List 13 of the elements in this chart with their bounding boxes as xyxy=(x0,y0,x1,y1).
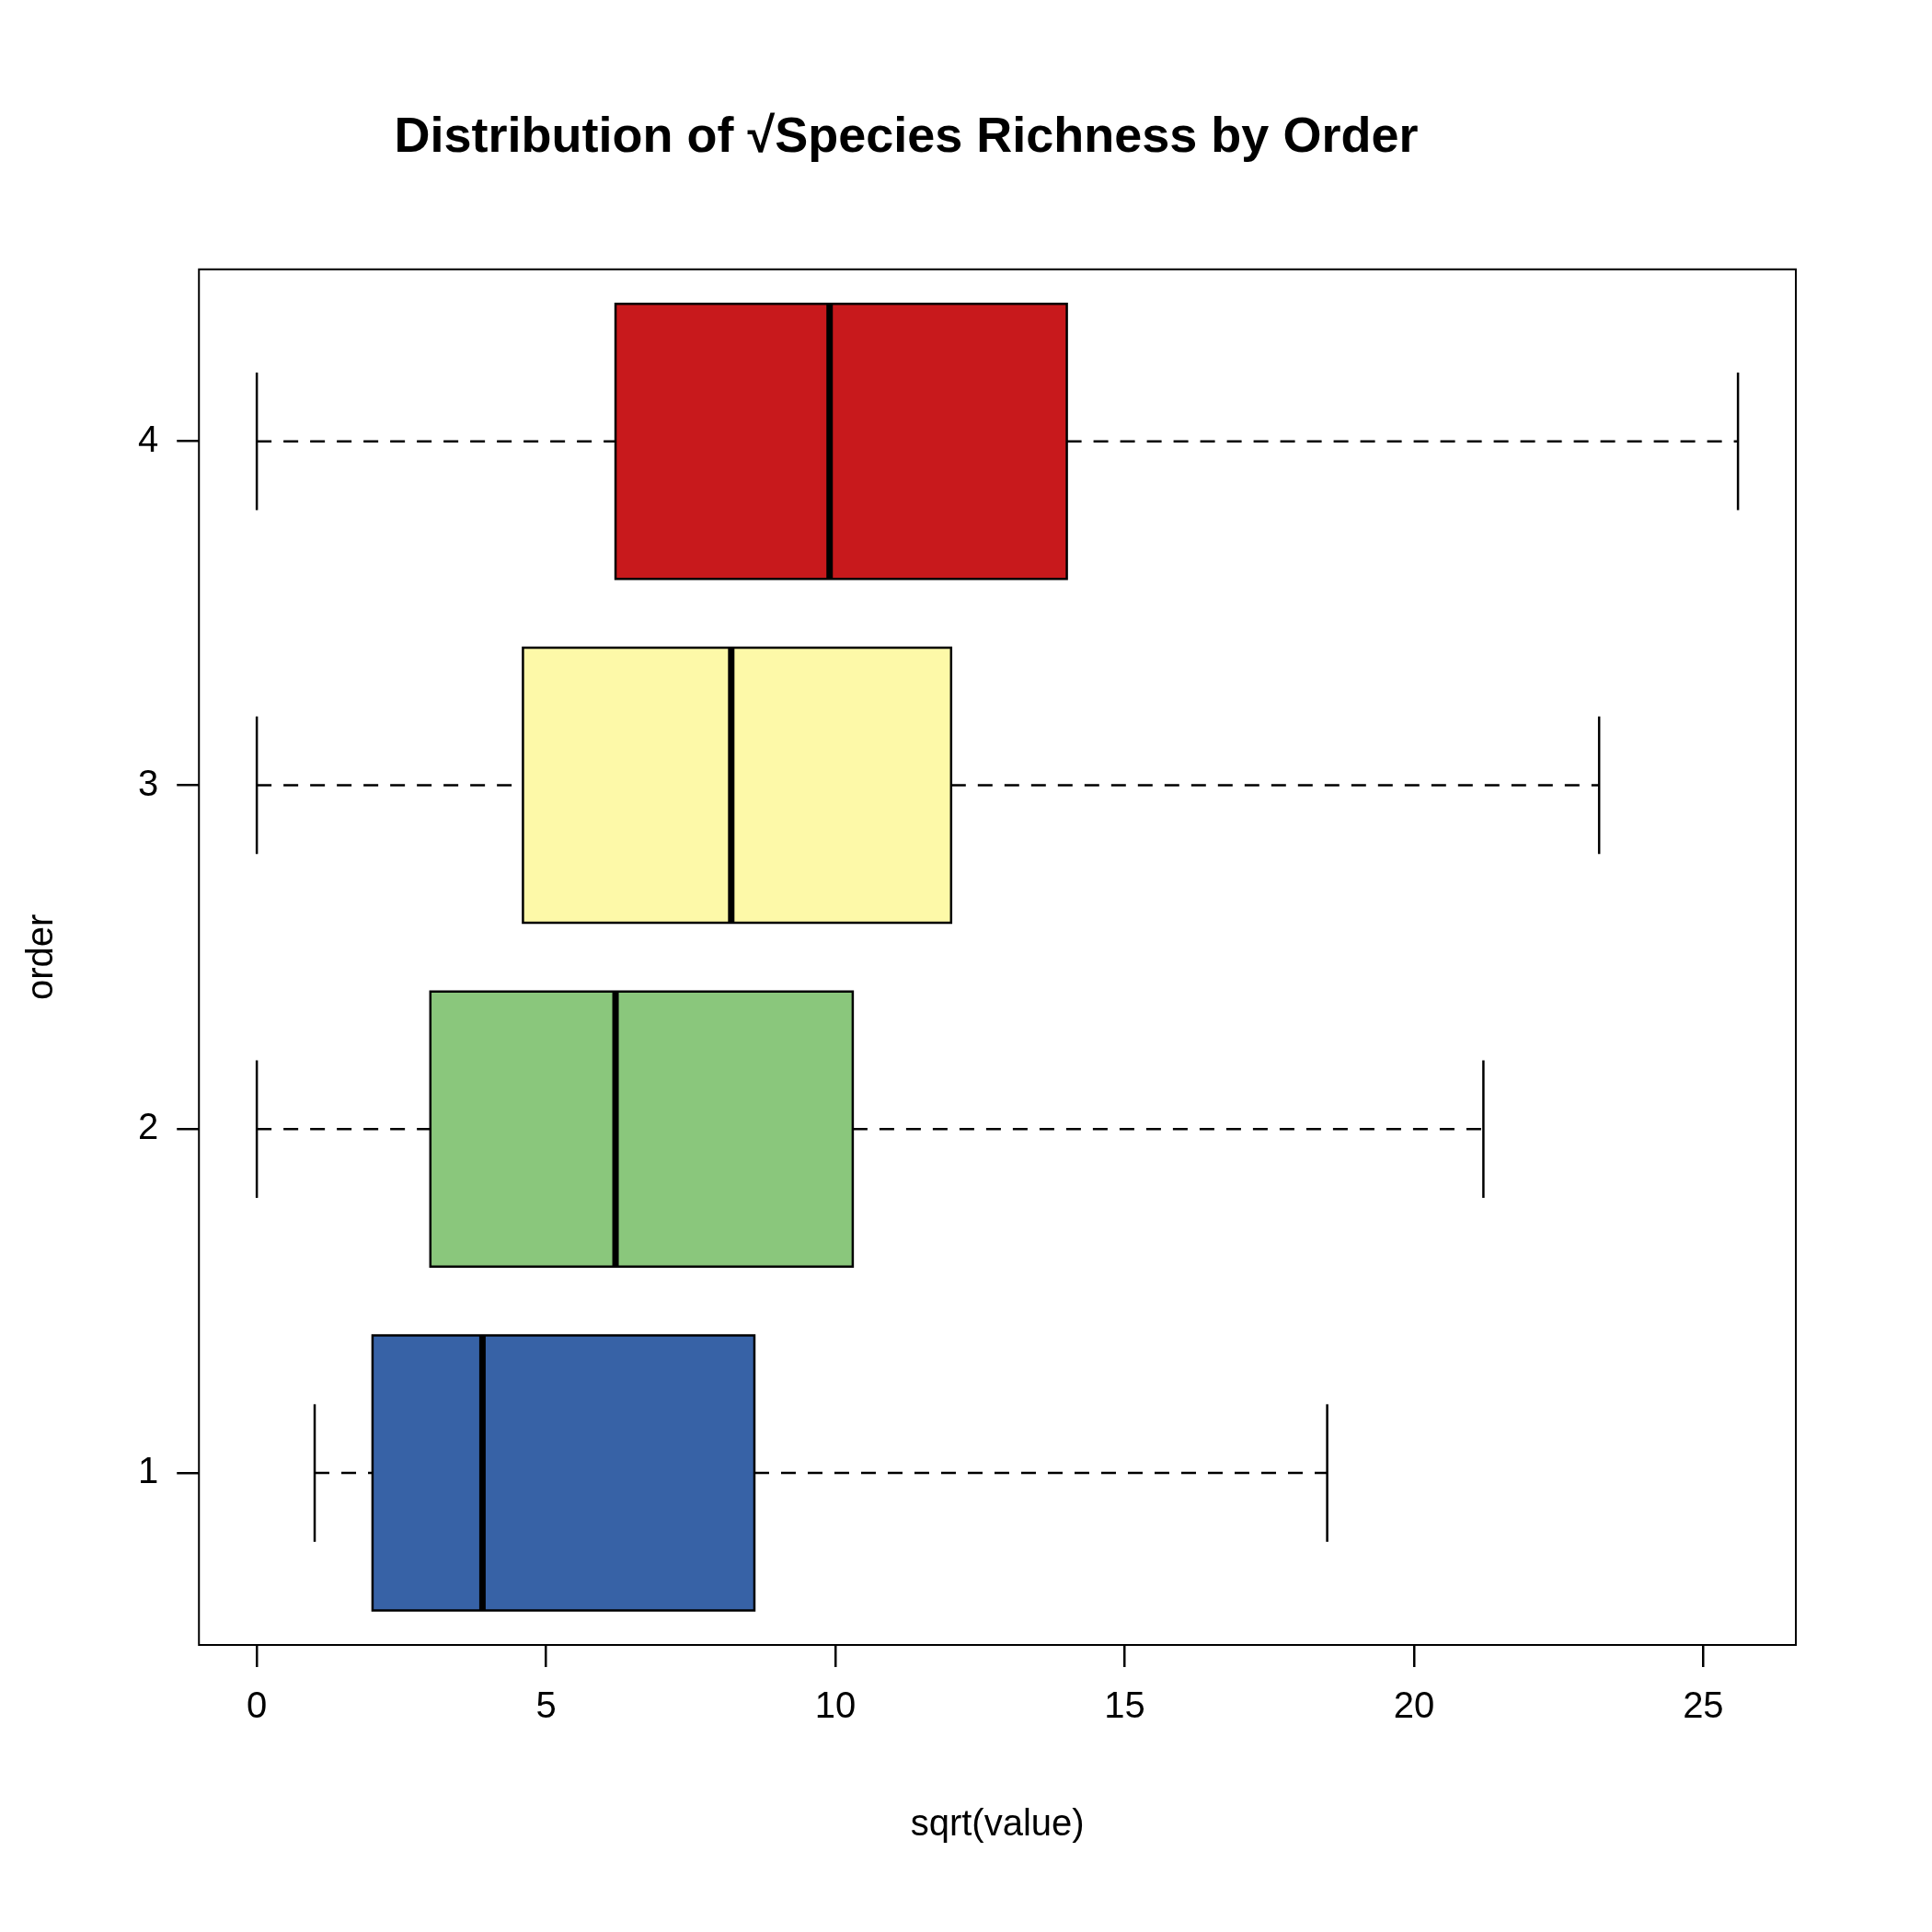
y-tick-label: 1 xyxy=(138,1450,159,1491)
y-tick-label: 4 xyxy=(138,418,159,459)
x-tick-label: 15 xyxy=(1104,1685,1145,1726)
chart-title: Distribution of √Species Richness by Order xyxy=(394,107,1419,163)
y-tick-label: 2 xyxy=(138,1106,159,1147)
x-tick-label: 0 xyxy=(247,1685,268,1726)
x-tick-label: 10 xyxy=(814,1685,857,1726)
y-tick-label: 3 xyxy=(138,762,159,803)
x-tick-label: 25 xyxy=(1683,1685,1724,1726)
x-tick-label: 20 xyxy=(1393,1685,1435,1726)
y-axis-title: order xyxy=(19,914,61,1001)
x-tick-label: 5 xyxy=(535,1685,557,1726)
x-axis-title: sqrt(value) xyxy=(910,1802,1085,1844)
